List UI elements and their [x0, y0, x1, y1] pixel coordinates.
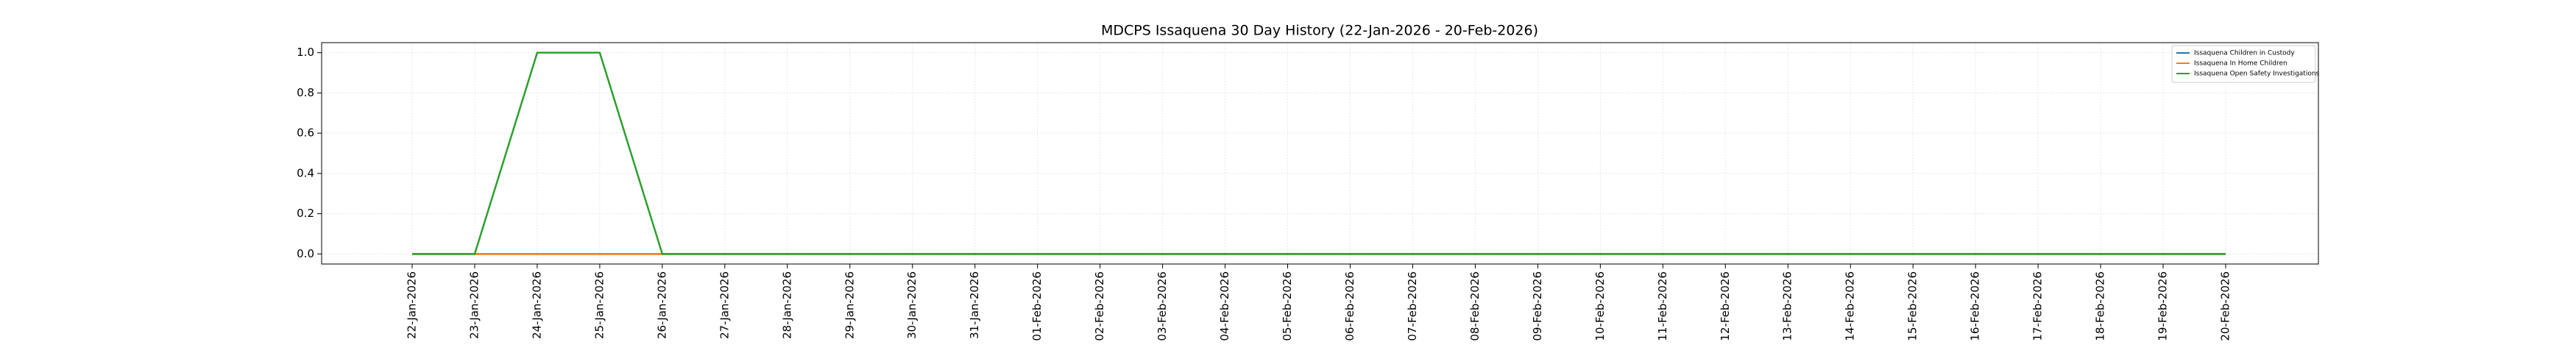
- x-tick-label: 18-Feb-2026: [2094, 271, 2107, 341]
- y-tick-label: 0.8: [297, 86, 314, 99]
- x-tick-label: 15-Feb-2026: [1906, 271, 1919, 341]
- x-tick-label: 27-Jan-2026: [718, 271, 731, 339]
- x-tick-label: 02-Feb-2026: [1093, 271, 1106, 341]
- y-tick-label: 0.6: [297, 126, 314, 140]
- x-tick-label: 14-Feb-2026: [1844, 271, 1857, 341]
- legend-label: Issaquena Children in Custody: [2194, 50, 2295, 57]
- x-tick-label: 01-Feb-2026: [1030, 271, 1044, 341]
- x-tick-label: 30-Jan-2026: [905, 271, 919, 339]
- x-tick-label: 13-Feb-2026: [1781, 271, 1794, 341]
- x-tick-label: 03-Feb-2026: [1156, 271, 1169, 341]
- x-tick-label: 09-Feb-2026: [1531, 271, 1544, 341]
- y-tick-label: 0.4: [297, 166, 314, 179]
- x-tick-label: 23-Jan-2026: [467, 271, 481, 339]
- y-tick-label: 1.0: [297, 46, 314, 59]
- x-tick-label: 12-Feb-2026: [1719, 271, 1732, 341]
- plot-frame: [321, 42, 2319, 265]
- x-tick-label: 04-Feb-2026: [1218, 271, 1231, 341]
- x-tick-label: 25-Jan-2026: [592, 271, 606, 339]
- y-tick-label: 0.0: [297, 247, 314, 260]
- x-tick-label: 11-Feb-2026: [1656, 271, 1669, 341]
- y-tick-label: 0.2: [297, 207, 314, 220]
- x-tick-label: 08-Feb-2026: [1468, 271, 1482, 341]
- x-tick-label: 29-Jan-2026: [843, 271, 856, 339]
- legend-label: Issaquena In Home Children: [2194, 60, 2287, 68]
- x-tick-label: 07-Feb-2026: [1406, 271, 1419, 341]
- x-tick-label: 19-Feb-2026: [2156, 271, 2170, 341]
- x-tick-label: 06-Feb-2026: [1343, 271, 1356, 341]
- legend-box: [2171, 45, 2316, 83]
- x-tick-label: 28-Jan-2026: [780, 271, 793, 339]
- legend-label: Issaquena Open Safety Investigations: [2194, 71, 2320, 78]
- chart-title: MDCPS Issaquena 30 Day History (22-Jan-2…: [1101, 23, 1538, 39]
- x-tick-label: 05-Feb-2026: [1281, 271, 1294, 341]
- x-tick-label: 26-Jan-2026: [655, 271, 668, 339]
- x-tick-label: 31-Jan-2026: [968, 271, 981, 339]
- x-tick-label: 17-Feb-2026: [2031, 271, 2045, 341]
- series-line: [412, 51, 2226, 255]
- x-tick-label: 10-Feb-2026: [1593, 271, 1607, 341]
- x-tick-label: 16-Feb-2026: [1969, 271, 1982, 341]
- legend: Issaquena Children in Custody Issaquena I…: [2171, 45, 2320, 83]
- x-tick-label: 20-Feb-2026: [2219, 271, 2232, 341]
- x-tick-label: 24-Jan-2026: [530, 271, 543, 339]
- x-tick-label: 22-Jan-2026: [406, 271, 419, 339]
